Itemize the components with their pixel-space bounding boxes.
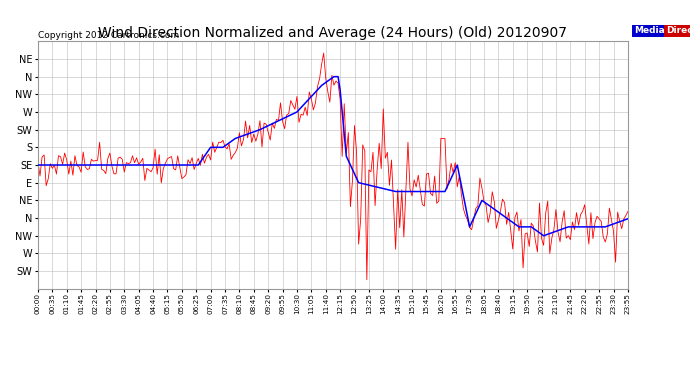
Text: Copyright 2012 Cartronics.com: Copyright 2012 Cartronics.com — [38, 32, 179, 40]
Title: Wind Direction Normalized and Average (24 Hours) (Old) 20120907: Wind Direction Normalized and Average (2… — [99, 26, 567, 40]
Text: Direction: Direction — [667, 26, 690, 35]
Text: Median: Median — [634, 26, 671, 35]
